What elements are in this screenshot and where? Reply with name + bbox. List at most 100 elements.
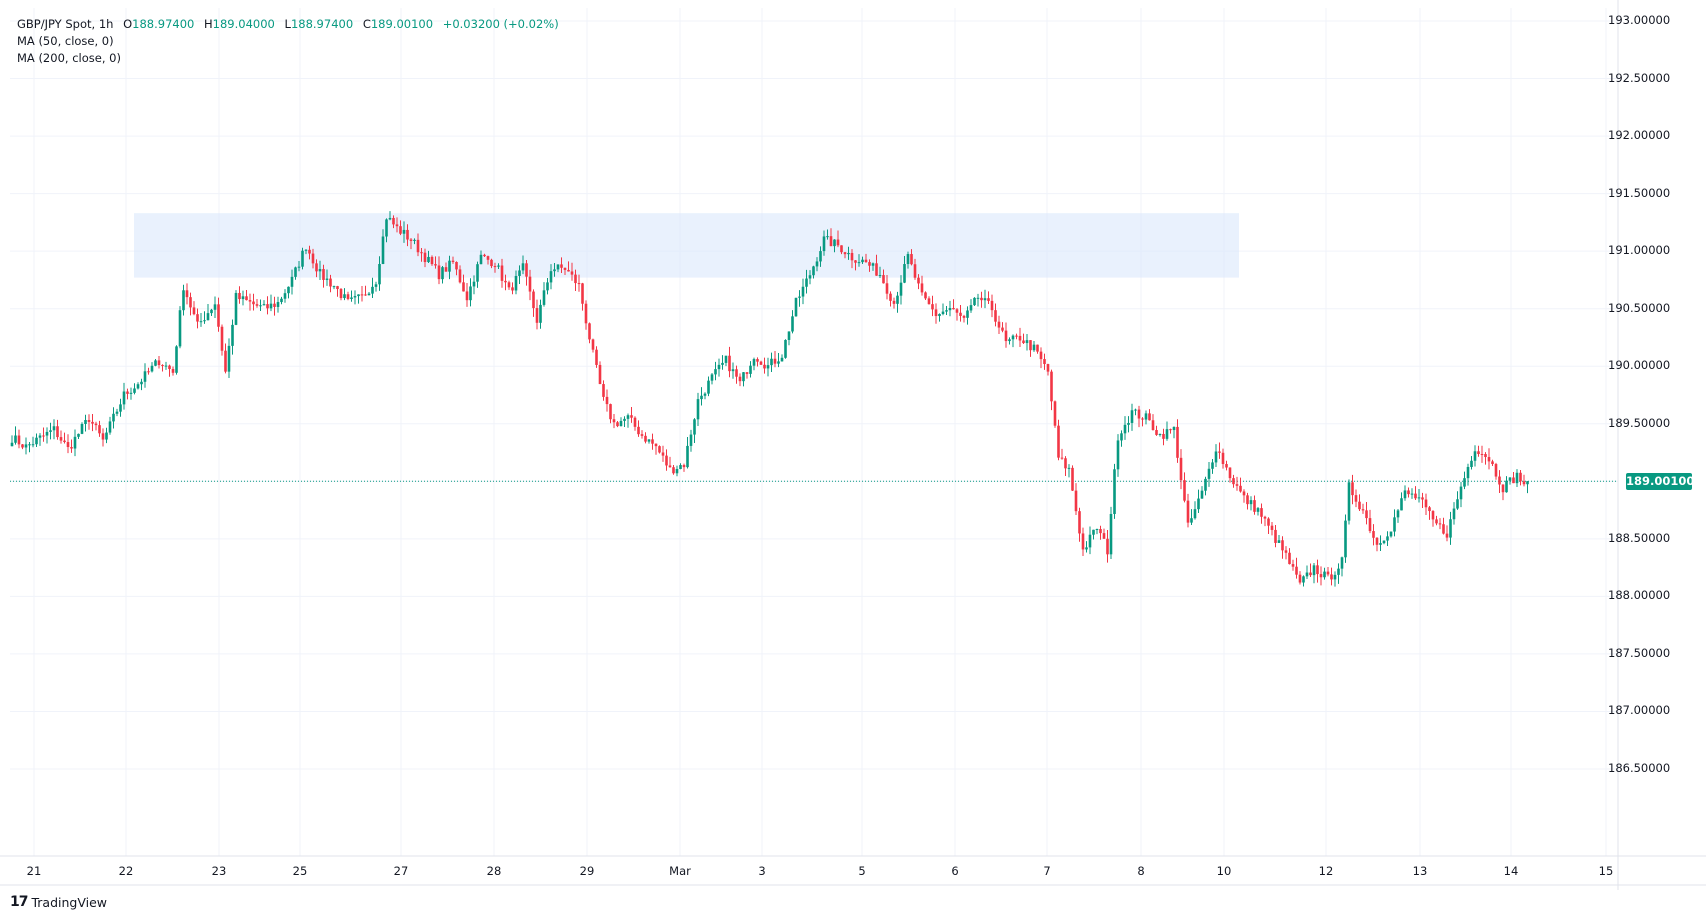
candle-body [668, 465, 672, 468]
last-price-tag: 189.00100 [1626, 472, 1695, 490]
low-value: 188.97400 [290, 17, 354, 31]
candle [175, 345, 178, 375]
candle [332, 285, 336, 290]
tradingview-logo[interactable]: 17 TradingView [10, 894, 107, 910]
candle-body [777, 361, 780, 364]
candle [49, 422, 52, 440]
candle-body [1375, 537, 1379, 545]
candle-body [896, 295, 899, 304]
candle [339, 288, 343, 301]
candle [1379, 535, 1382, 551]
candle-body [1337, 568, 1340, 575]
candle [1207, 461, 1211, 487]
candle-body [983, 298, 987, 301]
candle [749, 361, 752, 378]
candle [255, 298, 259, 308]
candle [1144, 410, 1148, 425]
candle [696, 392, 700, 426]
candle-body [24, 444, 28, 448]
candle-body [654, 443, 658, 447]
candle [1162, 428, 1165, 446]
candle-body [805, 278, 808, 287]
candle [73, 429, 77, 457]
candle [735, 365, 738, 384]
candle [1326, 567, 1330, 577]
candle [1218, 442, 1221, 459]
candle-body [1463, 478, 1466, 487]
candle-body [469, 286, 472, 301]
candle [1501, 484, 1505, 501]
candle [994, 303, 997, 327]
candle-body [402, 229, 406, 234]
candle [168, 364, 171, 377]
candle [875, 254, 878, 276]
candle-body [1403, 490, 1407, 499]
candle-body [959, 312, 962, 316]
candle-body [497, 265, 500, 267]
candle [199, 312, 203, 327]
candle [161, 364, 164, 372]
candle-body [1239, 485, 1242, 492]
candle-body [490, 259, 493, 267]
candle-body [1211, 462, 1214, 469]
candle-body [234, 292, 238, 325]
candle [752, 357, 756, 371]
candle-body [1074, 490, 1078, 512]
candle-body [1249, 500, 1253, 505]
candle-body [31, 444, 35, 446]
candle [679, 463, 682, 470]
candle-body [707, 380, 710, 394]
candle-body [595, 349, 598, 365]
candle [392, 215, 395, 229]
candle-body [311, 253, 315, 264]
candle [80, 422, 84, 435]
ma50-legend[interactable]: MA (50, close, 0) [17, 34, 114, 48]
ma200-legend[interactable]: MA (200, close, 0) [17, 51, 121, 65]
candle [318, 260, 322, 281]
candle [577, 274, 581, 292]
candle-body [444, 267, 448, 272]
candle [511, 282, 514, 295]
candle-body [591, 339, 595, 350]
candle [423, 248, 427, 268]
candle [1302, 575, 1305, 587]
candle-body [1225, 464, 1228, 468]
candle-body [934, 309, 938, 317]
candle [966, 306, 969, 325]
candle [864, 253, 868, 263]
candle-body [423, 252, 427, 263]
candle-body [451, 260, 455, 262]
candle-body [129, 392, 133, 394]
candle-body [1267, 518, 1270, 526]
candle [742, 372, 745, 387]
candle [1333, 571, 1337, 587]
candle-body [1347, 482, 1351, 521]
candle-body [1316, 565, 1319, 575]
candle-body [770, 358, 773, 366]
candle [122, 382, 126, 410]
candle-body [462, 282, 465, 292]
candle [1463, 471, 1466, 490]
candle [938, 313, 941, 322]
candle-body [840, 245, 843, 253]
candle [101, 428, 105, 447]
candle-body [1491, 461, 1494, 465]
candle [1225, 460, 1228, 471]
candle-body [1130, 410, 1134, 423]
candle-body [1116, 440, 1120, 470]
candle [546, 277, 549, 295]
candle [1410, 488, 1414, 499]
time-tick-label: 3 [758, 864, 766, 878]
candle-body [689, 434, 693, 446]
candle [108, 416, 112, 435]
candle-body [399, 226, 402, 234]
candle-body [52, 426, 56, 431]
candle-body [1256, 508, 1260, 512]
candle-body [910, 254, 913, 265]
candle [154, 358, 157, 367]
candle [619, 417, 623, 427]
candle [854, 259, 857, 271]
candle [682, 463, 686, 472]
candle [917, 274, 920, 290]
